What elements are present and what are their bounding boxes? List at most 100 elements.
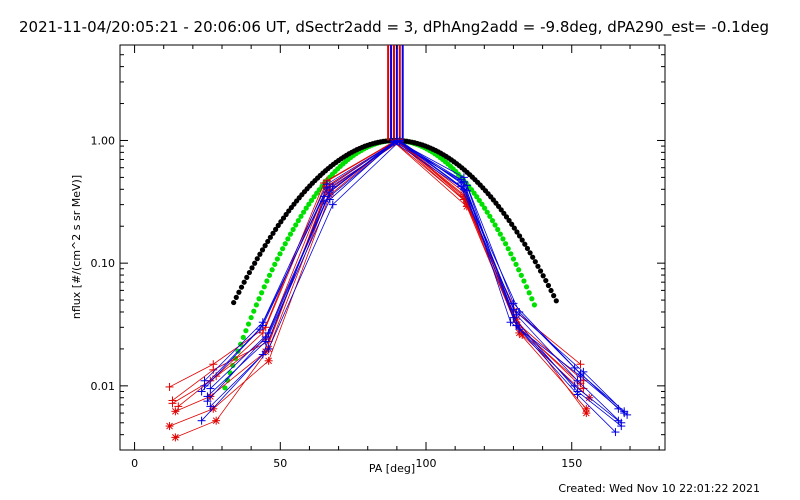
vertical-bars: [387, 45, 404, 141]
fit-point: [495, 226, 501, 233]
data-series: [165, 136, 632, 442]
series: [206, 136, 629, 416]
series-marker: [395, 136, 404, 145]
series-marker: [197, 416, 206, 425]
series-marker: [573, 387, 582, 396]
fit-point: [273, 226, 279, 232]
y-axis-label: nflux [#/(cm^2 s sr MeV)]: [70, 175, 83, 319]
fit-point: [526, 290, 532, 296]
fit-point: [261, 284, 267, 290]
fit-point: [521, 278, 527, 284]
y-tick-label: 0.10: [91, 257, 116, 270]
series-line: [175, 140, 587, 438]
fit-point: [543, 277, 549, 284]
fit-point: [474, 194, 480, 200]
series: [171, 137, 594, 416]
x-axis-label: PA [deg]: [369, 462, 415, 475]
fit-point: [487, 213, 493, 219]
series-line: [201, 140, 622, 427]
fit-point: [516, 233, 523, 239]
fit-point: [259, 247, 266, 253]
series-marker: [264, 356, 273, 365]
fit-point: [254, 256, 260, 262]
series-line: [207, 141, 619, 422]
series-line: [210, 139, 625, 412]
series-marker: [171, 433, 180, 442]
series-marker: [576, 369, 585, 378]
series: [206, 137, 620, 437]
fit-point: [529, 296, 535, 302]
marker-d2: [582, 405, 590, 413]
fit-point: [290, 226, 296, 233]
fit-point: [527, 250, 533, 256]
series-line: [204, 140, 619, 410]
series-marker: [165, 422, 174, 431]
series-marker: [506, 318, 515, 327]
series-marker: [200, 381, 209, 390]
series-marker: [515, 307, 524, 316]
series-line: [172, 140, 581, 401]
fit-point: [537, 268, 544, 274]
x-tick-label: 150: [561, 457, 582, 470]
fit-point: [222, 385, 228, 391]
fit-point: [259, 290, 265, 296]
fit-point: [502, 241, 509, 247]
fit-point: [532, 259, 538, 265]
series-marker: [206, 384, 215, 393]
fit-point: [492, 222, 498, 228]
marker-d2: [212, 417, 220, 425]
fit-point: [256, 296, 262, 302]
series-line: [175, 141, 590, 412]
chart-title: 2021-11-04/20:05:21 - 20:06:06 UT, dSect…: [19, 18, 769, 37]
fit-point: [514, 229, 520, 235]
series-line: [169, 141, 581, 388]
fit-point: [535, 263, 541, 269]
fit-point: [243, 328, 249, 334]
fit-point: [244, 274, 250, 280]
fit-point: [308, 197, 315, 204]
axes: 0 50 100 150 0.01 0.10 1.00: [91, 44, 665, 470]
series: [200, 137, 623, 413]
fit-point: [277, 251, 283, 257]
series-marker: [611, 428, 620, 437]
fit-point: [518, 272, 524, 278]
fit-point: [510, 256, 517, 262]
series-line: [207, 139, 622, 424]
fit-point: [548, 287, 554, 294]
fit-point: [285, 236, 291, 242]
fit-point: [257, 251, 263, 257]
series-line: [204, 139, 628, 416]
fit-point: [266, 272, 273, 278]
marker-d2: [172, 407, 179, 415]
fit-point: [500, 236, 506, 242]
x-tick-label: 100: [416, 457, 437, 470]
fit-point: [497, 231, 503, 237]
series: [165, 138, 591, 431]
series-marker: [258, 350, 267, 359]
fit-point: [501, 210, 507, 216]
fit-point: [251, 308, 257, 314]
series-marker: [512, 321, 521, 330]
series-marker: [462, 181, 471, 190]
plot-frame: [119, 44, 666, 451]
fit-point: [287, 231, 294, 237]
fit-point: [505, 246, 511, 252]
fit-point: [252, 260, 258, 266]
fit-point: [270, 230, 276, 236]
fit-point: [295, 218, 301, 224]
fit-point: [264, 278, 270, 284]
y-tick-label: 1.00: [91, 134, 116, 147]
fit-point: [280, 246, 286, 252]
series-marker: [171, 407, 180, 416]
fit-point: [278, 219, 284, 225]
fit-point: [282, 241, 288, 247]
marker-d2: [265, 357, 272, 365]
fit-point: [503, 214, 510, 220]
series: [197, 137, 626, 431]
fit-point: [519, 237, 525, 243]
series-marker: [576, 360, 585, 369]
fit-curve: [222, 137, 538, 391]
fit-point: [248, 314, 254, 321]
fit-point: [476, 197, 482, 204]
